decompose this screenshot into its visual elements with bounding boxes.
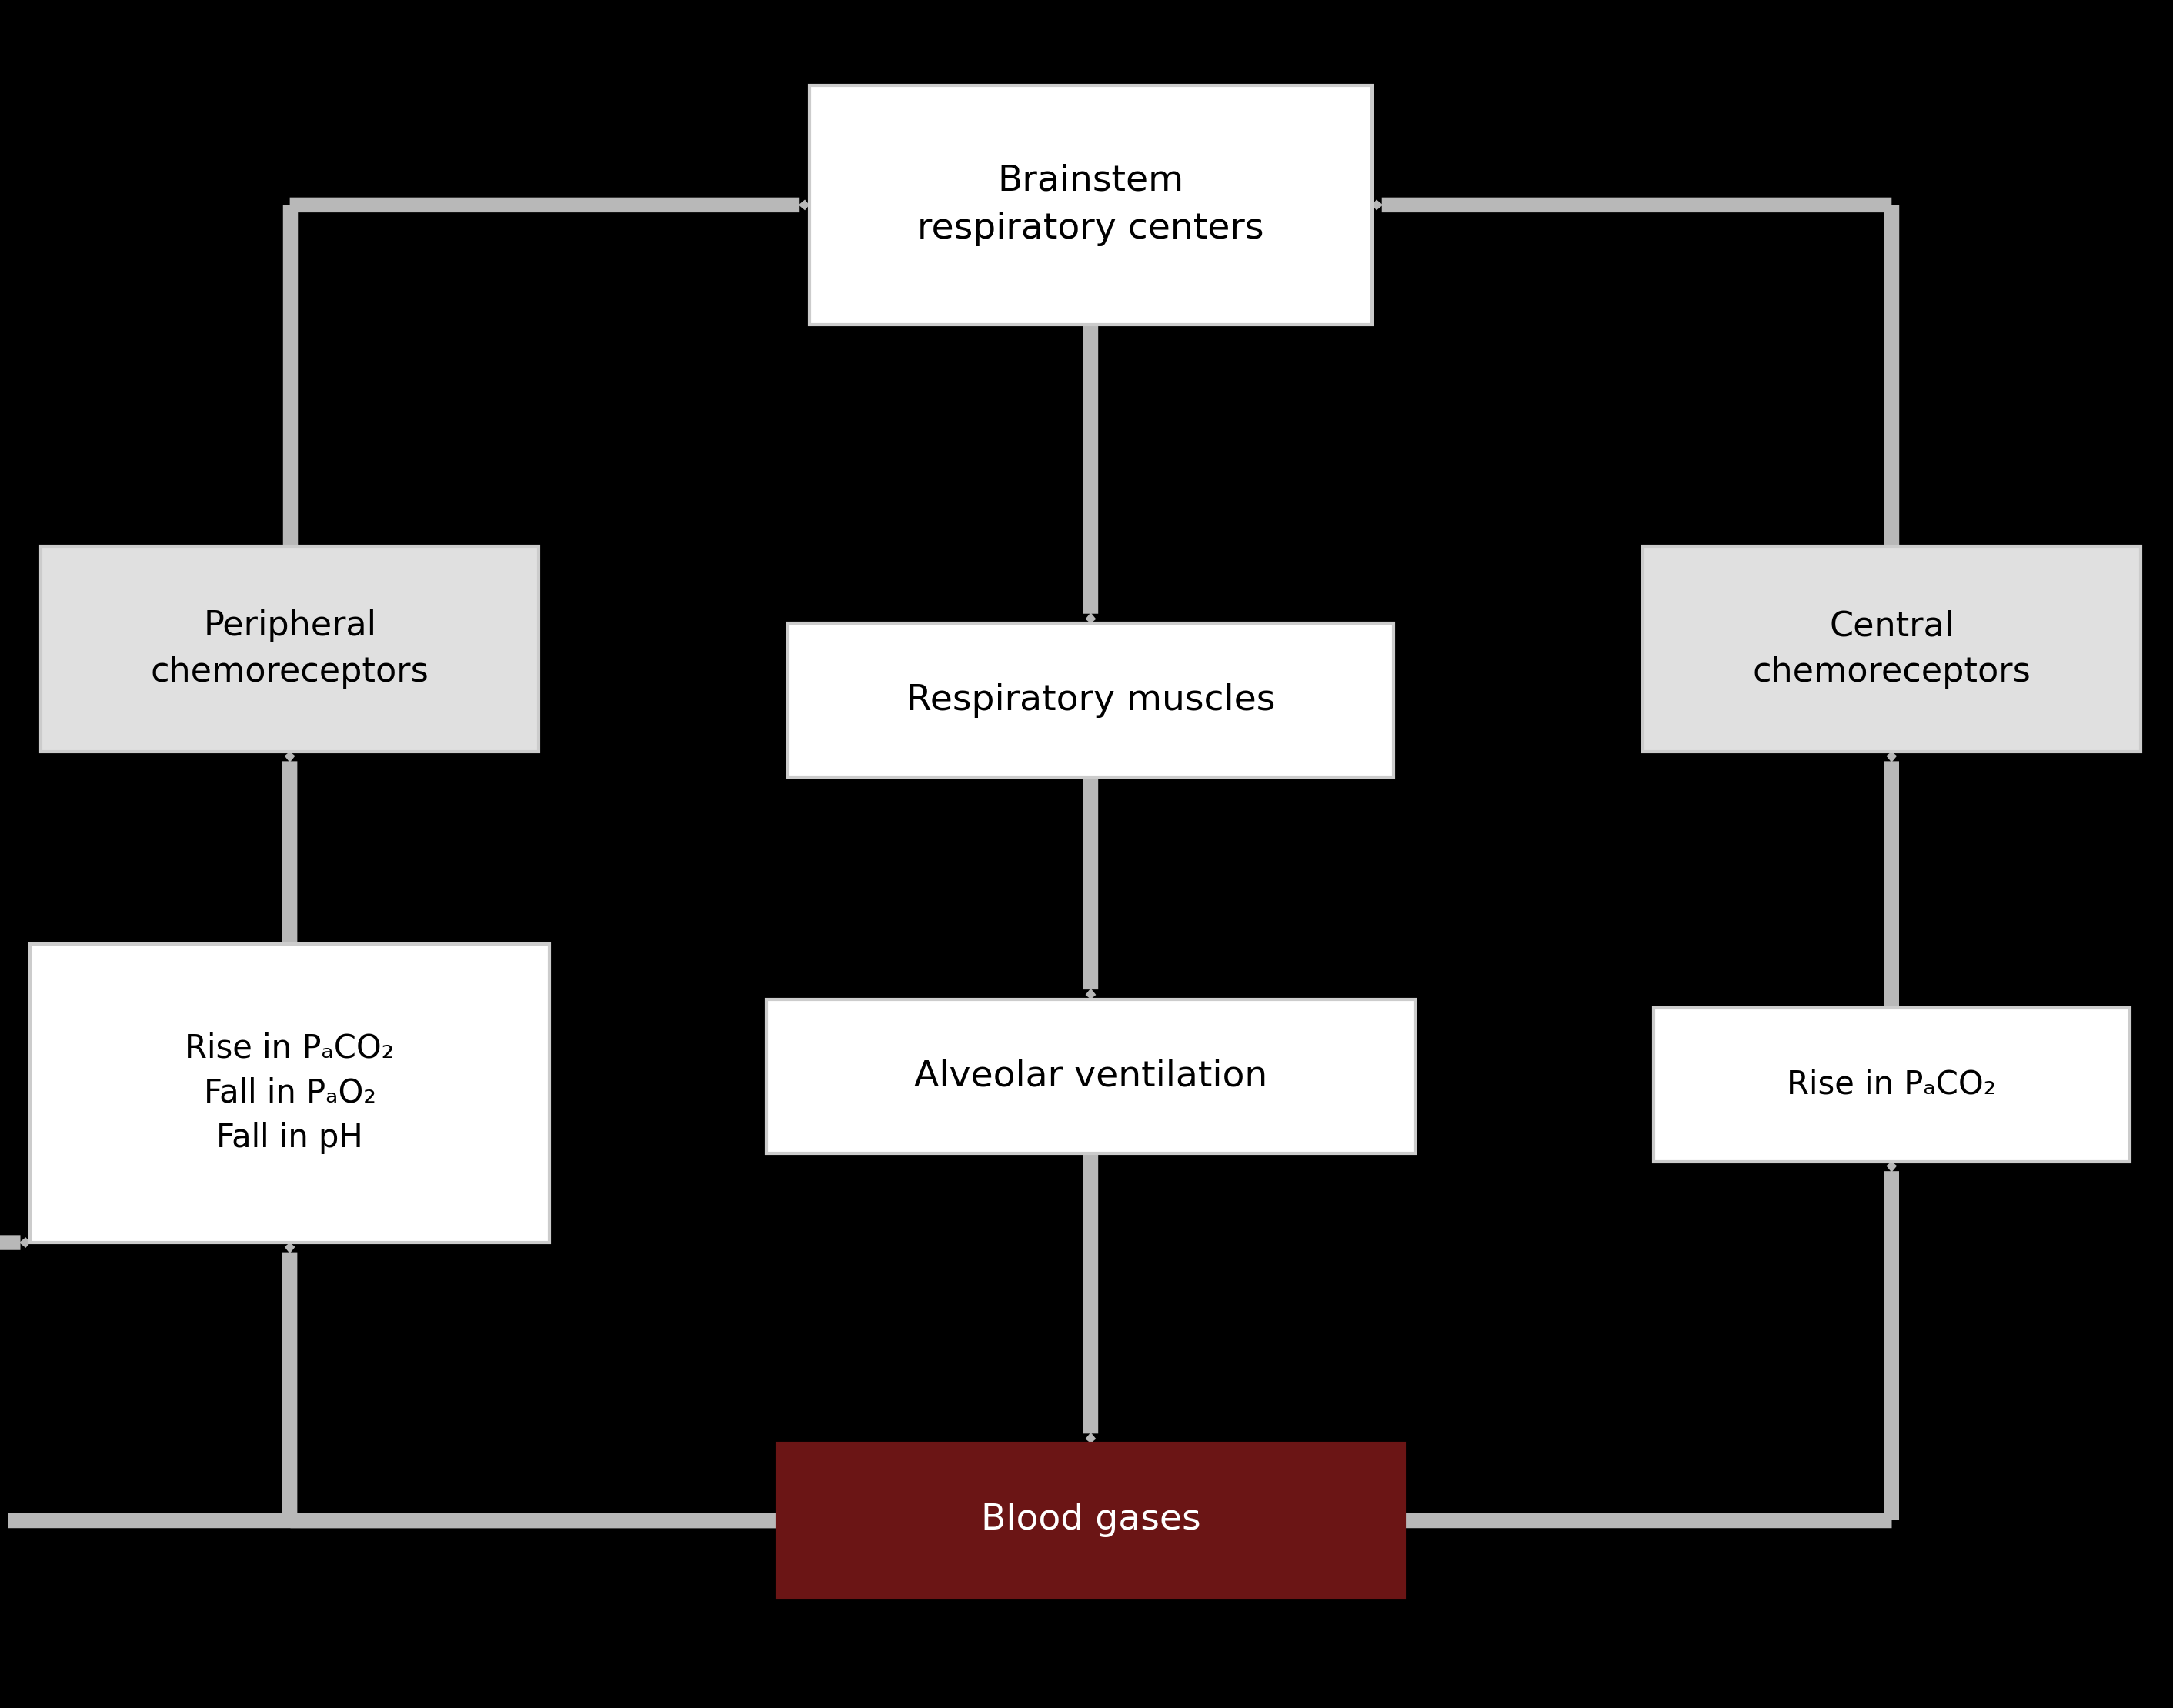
FancyBboxPatch shape bbox=[1654, 1008, 2130, 1161]
FancyBboxPatch shape bbox=[808, 85, 1371, 325]
FancyBboxPatch shape bbox=[30, 943, 550, 1243]
Text: Rise in PₐCO₂: Rise in PₐCO₂ bbox=[1786, 1069, 1997, 1100]
Text: Rise in PₐCO₂
Fall in PₐO₂
Fall in pH: Rise in PₐCO₂ Fall in PₐO₂ Fall in pH bbox=[185, 1032, 395, 1155]
FancyBboxPatch shape bbox=[41, 547, 539, 752]
FancyBboxPatch shape bbox=[787, 623, 1393, 777]
FancyBboxPatch shape bbox=[767, 999, 1415, 1153]
Text: Central
chemoreceptors: Central chemoreceptors bbox=[1751, 610, 2032, 688]
FancyBboxPatch shape bbox=[776, 1443, 1404, 1597]
Text: Brainstem
respiratory centers: Brainstem respiratory centers bbox=[917, 164, 1265, 246]
Text: Alveolar ventilation: Alveolar ventilation bbox=[915, 1059, 1267, 1093]
Text: Respiratory muscles: Respiratory muscles bbox=[906, 683, 1276, 717]
Text: Peripheral
chemoreceptors: Peripheral chemoreceptors bbox=[150, 610, 428, 688]
Text: Blood gases: Blood gases bbox=[980, 1503, 1202, 1537]
FancyBboxPatch shape bbox=[1643, 547, 2140, 752]
